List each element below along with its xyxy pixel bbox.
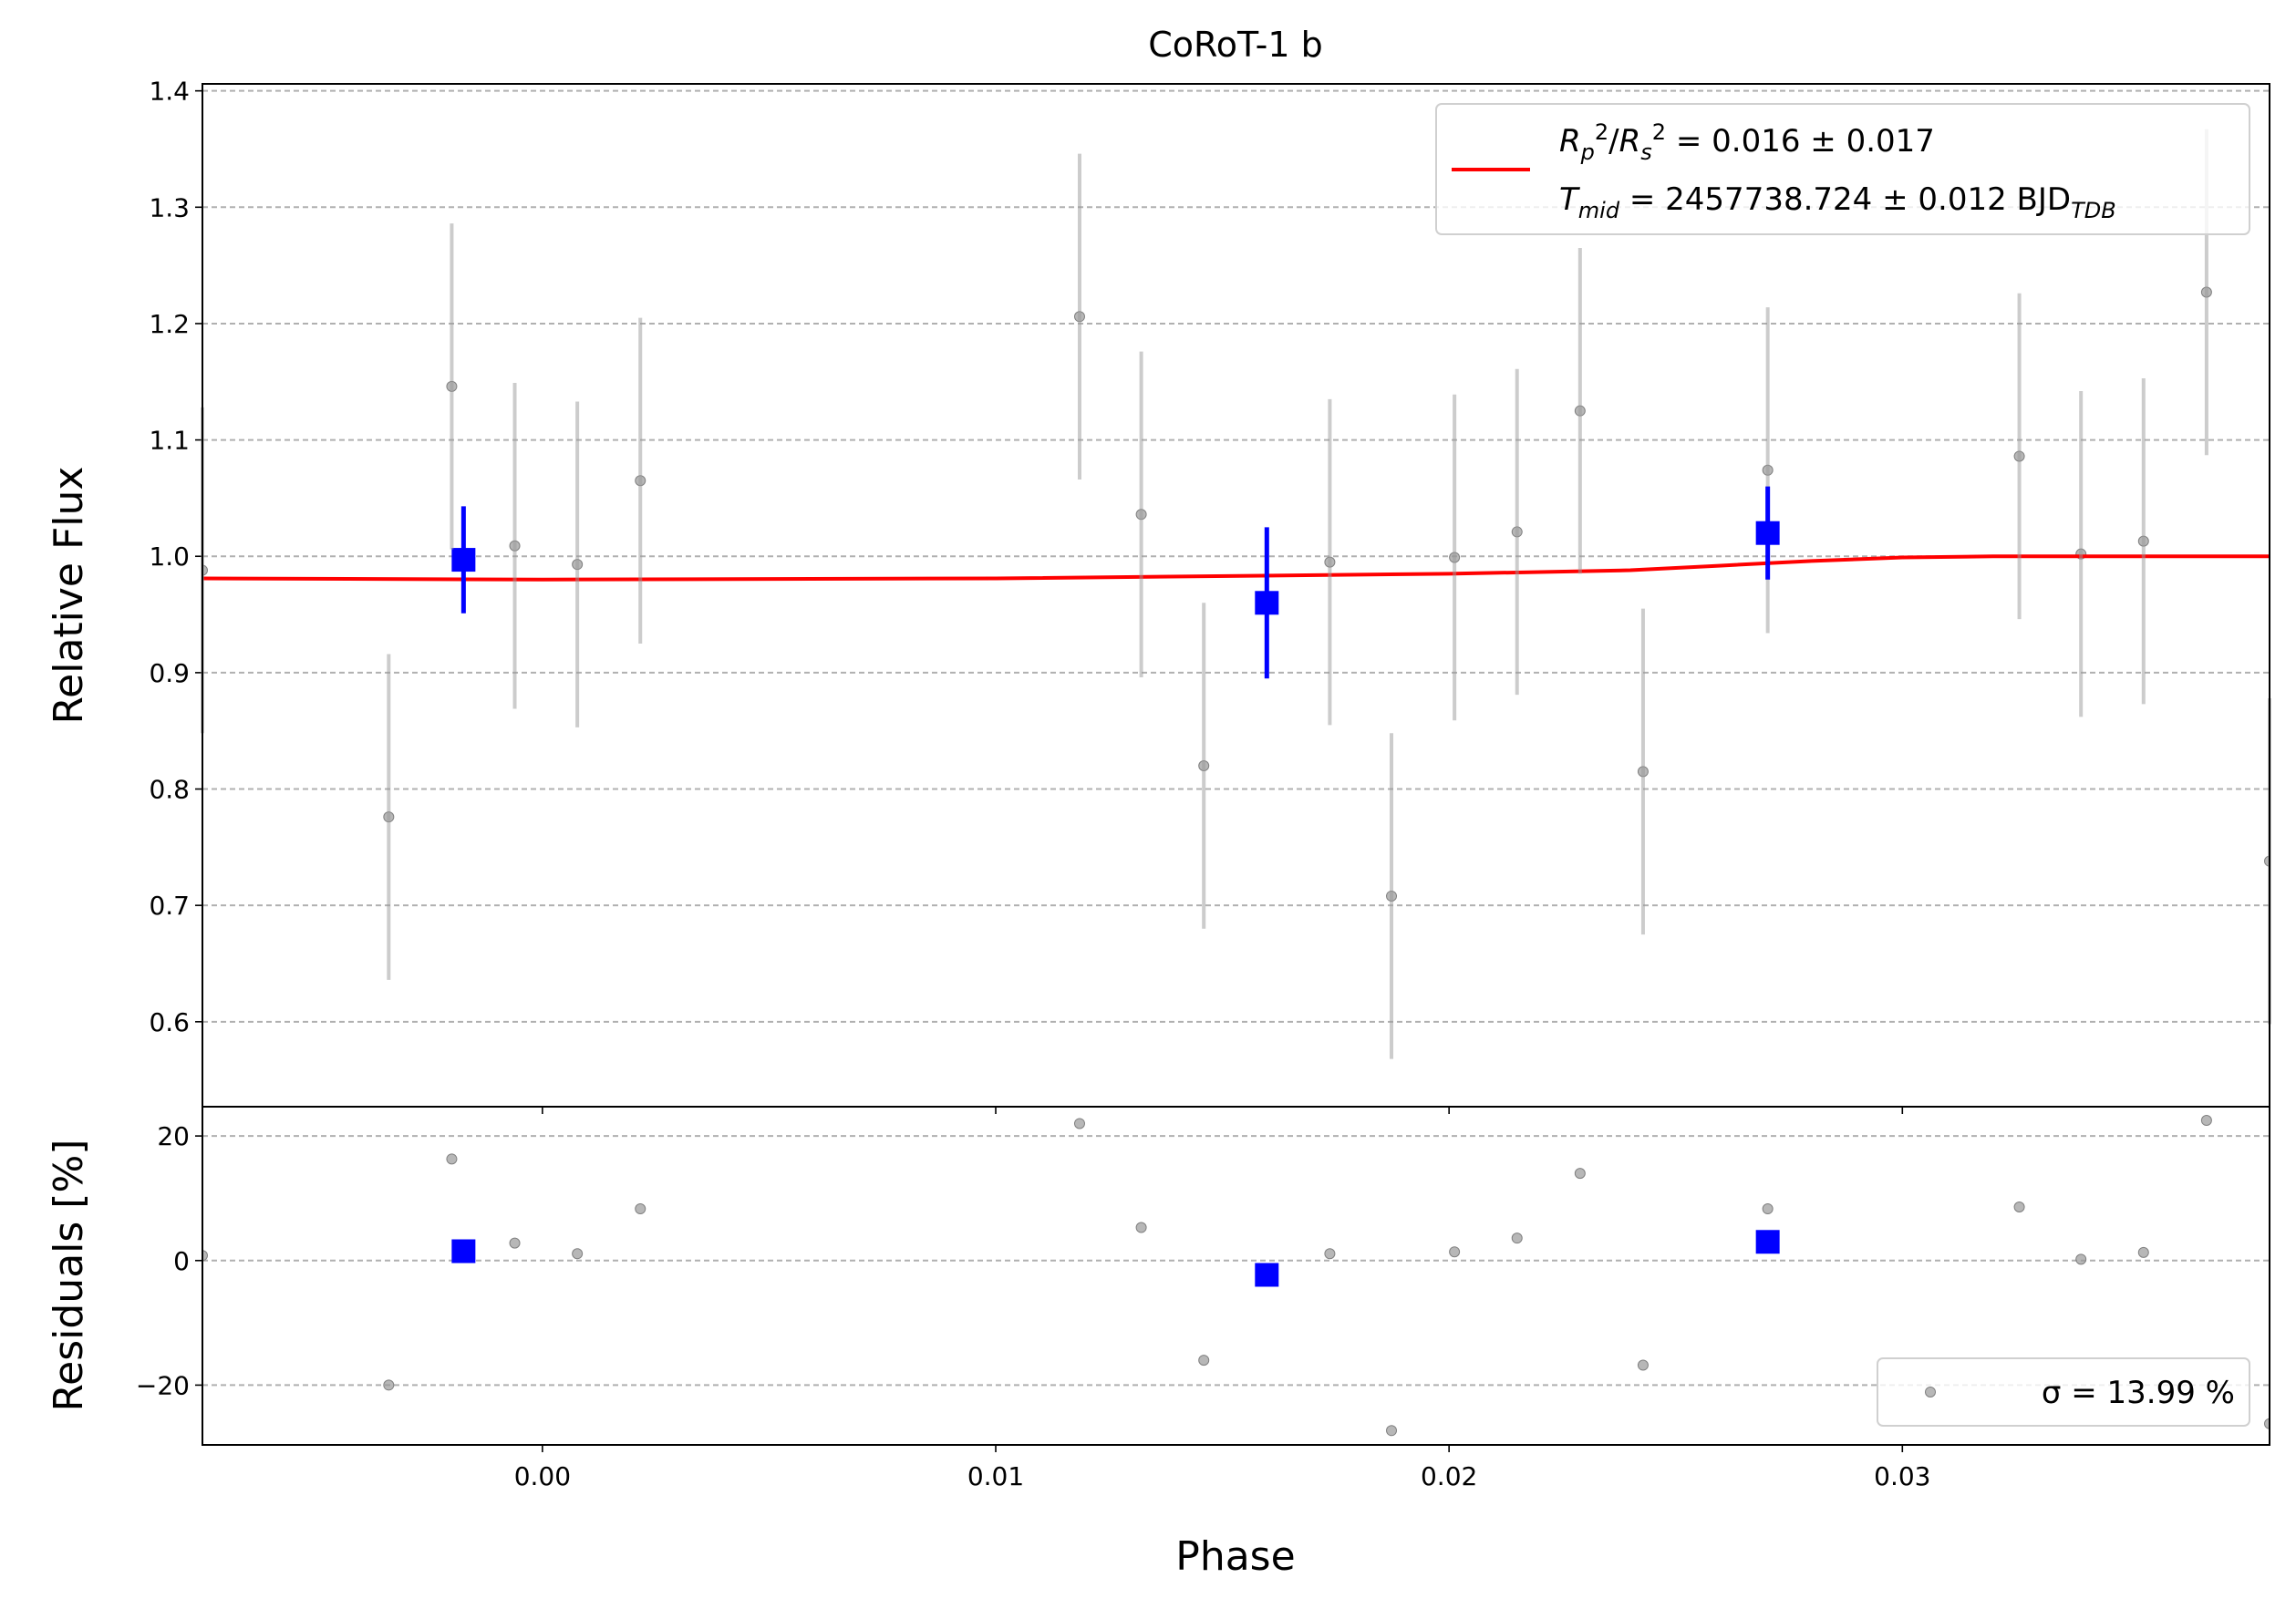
legend-text: s	[1640, 139, 1652, 165]
legend-text: p	[1580, 139, 1595, 165]
y-tick-label: 1.2	[149, 309, 190, 339]
legend-box	[1435, 103, 2250, 235]
legend-text: = 0.016 ± 0.017	[1666, 123, 1935, 160]
y-tick-label: 0.7	[149, 891, 190, 921]
model-line	[202, 554, 2270, 582]
data-point	[1637, 1359, 1649, 1371]
legend-text: /	[1608, 123, 1619, 160]
legend-box	[1877, 1357, 2250, 1427]
y-tick-label: 1.0	[149, 541, 190, 572]
y-tick-label: 0	[173, 1246, 190, 1276]
binned-point	[451, 1239, 476, 1263]
y-axis-label: Residuals [%]	[46, 1140, 92, 1412]
legend-text: T	[1559, 181, 1580, 218]
data-point	[1073, 1118, 1085, 1129]
x-axis-label: Phase	[1175, 1533, 1295, 1580]
data-point	[1386, 1425, 1398, 1437]
data-point	[2264, 1418, 2270, 1429]
y-tick-label: 1.4	[149, 77, 190, 107]
data-point	[1762, 1203, 1774, 1215]
legend-text: 2	[1652, 119, 1666, 145]
y-tick-label: 1.1	[149, 426, 190, 456]
y-tick-label: 0.9	[149, 658, 190, 688]
data-point	[1135, 1222, 1147, 1233]
data-point	[509, 1237, 521, 1249]
legend-text: 2	[1595, 119, 1608, 145]
axes-frame	[202, 83, 2270, 1108]
chart-title: CoRoT-1 b	[1148, 25, 1323, 65]
plot-area	[202, 286, 2270, 902]
legend-text: TDB	[2071, 198, 2116, 223]
y-tick-label: −20	[136, 1370, 190, 1400]
legend-text: mid	[1578, 198, 1620, 223]
x-tick-label: 0.00	[514, 1461, 571, 1491]
data-point	[1511, 1233, 1523, 1244]
axes-frame	[202, 1106, 2270, 1446]
legend-text: R	[1559, 123, 1581, 160]
legend-label: σ = 13.99 %	[2042, 1375, 2235, 1411]
y-axis-label: Relative Flux	[46, 467, 92, 725]
legend-text: R	[1619, 123, 1641, 160]
binned-point	[1255, 1263, 1279, 1287]
data-point	[383, 1379, 395, 1391]
y-tick-label: 1.3	[149, 192, 190, 222]
legend-label: Rp2/Rs2 = 0.016 ± 0.017	[1559, 119, 1935, 165]
legend-marker	[1925, 1387, 1936, 1398]
data-point	[446, 1153, 458, 1165]
legend-text: = 2457738.724 ± 0.012 BJD	[1619, 181, 2071, 218]
y-tick-label: 20	[157, 1121, 190, 1151]
data-point	[1449, 1246, 1461, 1258]
plot-area	[202, 1115, 2270, 1437]
data-point	[2137, 1246, 2149, 1258]
x-tick-label: 0.03	[1874, 1461, 1930, 1491]
data-point	[572, 1248, 584, 1260]
binned-point	[1755, 1230, 1780, 1254]
data-point	[1324, 1248, 1336, 1260]
x-tick-label: 0.02	[1421, 1461, 1477, 1491]
y-tick-label: 0.6	[149, 1007, 190, 1037]
data-point	[2075, 1253, 2087, 1265]
data-point	[1574, 1168, 1586, 1180]
data-point	[635, 1203, 646, 1215]
data-point	[2013, 1202, 2025, 1213]
legend-label: Tmid = 2457738.724 ± 0.012 BJDTDB	[1559, 181, 2116, 223]
data-point	[1198, 1355, 1210, 1367]
x-tick-label: 0.01	[967, 1461, 1024, 1491]
y-tick-label: 0.8	[149, 775, 190, 805]
data-point	[2200, 1115, 2212, 1127]
data-point	[202, 1250, 208, 1262]
